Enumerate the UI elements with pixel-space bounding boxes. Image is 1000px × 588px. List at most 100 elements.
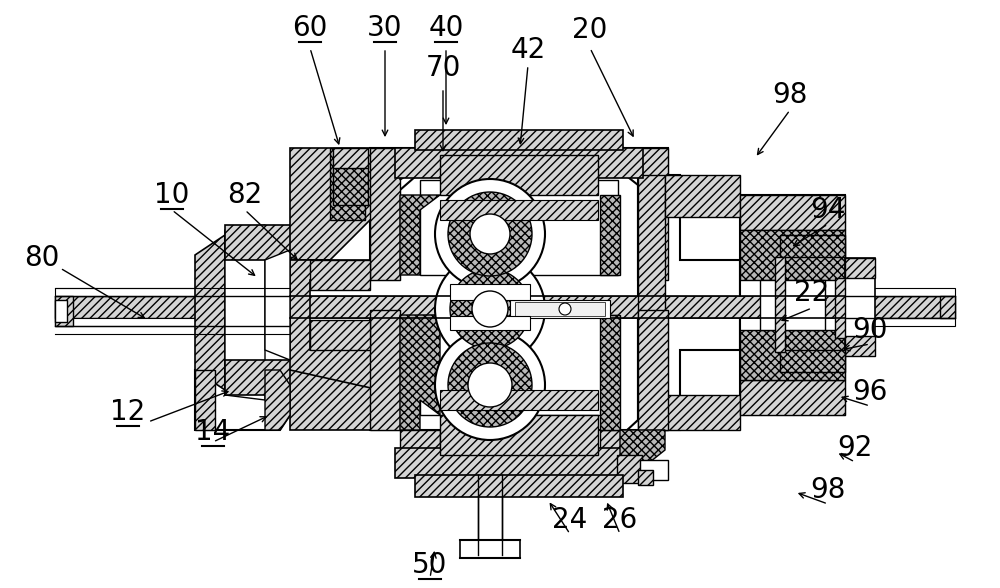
Polygon shape bbox=[370, 310, 668, 455]
Bar bbox=[465, 310, 515, 340]
Polygon shape bbox=[400, 430, 440, 455]
Circle shape bbox=[435, 254, 545, 364]
Text: 22: 22 bbox=[794, 279, 830, 307]
Bar bbox=[740, 230, 845, 280]
Polygon shape bbox=[310, 260, 370, 290]
Polygon shape bbox=[370, 148, 400, 280]
Bar bbox=[780, 235, 845, 257]
Text: 20: 20 bbox=[572, 16, 608, 44]
Bar bbox=[640, 460, 668, 480]
Bar bbox=[845, 336, 875, 356]
Text: 30: 30 bbox=[367, 14, 403, 42]
Bar bbox=[665, 175, 740, 217]
Polygon shape bbox=[195, 370, 215, 430]
Polygon shape bbox=[290, 148, 380, 260]
Text: 10: 10 bbox=[154, 181, 190, 209]
Polygon shape bbox=[265, 370, 290, 430]
Text: 50: 50 bbox=[412, 551, 448, 579]
Bar bbox=[450, 316, 530, 330]
Text: 12: 12 bbox=[110, 398, 146, 426]
Bar bbox=[515, 302, 605, 316]
Bar bbox=[475, 340, 505, 365]
Bar bbox=[55, 300, 67, 322]
Bar bbox=[55, 318, 290, 326]
Bar bbox=[465, 280, 515, 310]
Polygon shape bbox=[290, 370, 380, 430]
Polygon shape bbox=[400, 315, 440, 430]
Bar bbox=[440, 155, 598, 195]
Polygon shape bbox=[195, 235, 225, 390]
Polygon shape bbox=[638, 175, 665, 430]
Text: 24: 24 bbox=[552, 506, 588, 534]
Bar bbox=[665, 395, 740, 430]
Polygon shape bbox=[620, 430, 665, 470]
Bar bbox=[845, 318, 955, 326]
Polygon shape bbox=[638, 175, 740, 430]
Circle shape bbox=[468, 363, 512, 407]
Polygon shape bbox=[400, 148, 440, 180]
Bar bbox=[845, 288, 955, 296]
Bar bbox=[55, 296, 290, 318]
Bar bbox=[440, 390, 598, 410]
Bar bbox=[740, 195, 845, 415]
Text: 92: 92 bbox=[837, 434, 873, 462]
Polygon shape bbox=[600, 315, 620, 430]
Polygon shape bbox=[600, 430, 638, 455]
Circle shape bbox=[448, 192, 532, 276]
Text: 42: 42 bbox=[510, 36, 546, 64]
Bar bbox=[420, 315, 618, 415]
Bar bbox=[617, 455, 642, 483]
Polygon shape bbox=[370, 310, 400, 430]
Bar bbox=[290, 296, 845, 318]
Text: 60: 60 bbox=[292, 14, 328, 42]
Bar bbox=[55, 288, 290, 296]
Bar bbox=[415, 475, 623, 497]
Text: 26: 26 bbox=[602, 506, 638, 534]
Text: 98: 98 bbox=[772, 81, 808, 109]
Polygon shape bbox=[330, 148, 365, 220]
Text: 70: 70 bbox=[425, 54, 461, 82]
Text: 96: 96 bbox=[852, 378, 888, 406]
Bar bbox=[510, 300, 610, 318]
Polygon shape bbox=[310, 320, 370, 350]
Circle shape bbox=[448, 343, 532, 427]
Bar bbox=[638, 470, 653, 485]
Bar bbox=[780, 350, 845, 372]
Polygon shape bbox=[400, 195, 440, 275]
Polygon shape bbox=[225, 225, 310, 260]
Bar bbox=[475, 255, 505, 280]
Bar bbox=[333, 148, 368, 168]
Bar bbox=[478, 475, 502, 555]
Polygon shape bbox=[638, 148, 668, 280]
Bar bbox=[835, 278, 845, 338]
Polygon shape bbox=[225, 225, 265, 400]
Bar bbox=[760, 280, 825, 330]
Circle shape bbox=[435, 179, 545, 289]
Bar bbox=[740, 380, 845, 415]
Bar bbox=[845, 296, 955, 318]
Bar bbox=[55, 296, 73, 326]
Circle shape bbox=[472, 291, 508, 327]
Circle shape bbox=[559, 303, 571, 315]
Bar bbox=[845, 258, 875, 356]
Circle shape bbox=[450, 269, 530, 349]
Circle shape bbox=[470, 214, 510, 254]
Text: 94: 94 bbox=[810, 196, 846, 224]
Text: 14: 14 bbox=[195, 418, 231, 446]
Polygon shape bbox=[600, 148, 638, 178]
Bar bbox=[415, 130, 623, 150]
Polygon shape bbox=[290, 260, 380, 390]
Text: 98: 98 bbox=[810, 476, 846, 504]
Bar bbox=[333, 165, 368, 205]
Bar bbox=[420, 180, 618, 275]
Polygon shape bbox=[195, 370, 290, 430]
Bar bbox=[845, 258, 875, 278]
Circle shape bbox=[435, 330, 545, 440]
Polygon shape bbox=[600, 195, 620, 275]
Bar bbox=[440, 200, 598, 220]
Bar bbox=[740, 330, 845, 380]
Bar bbox=[440, 415, 598, 455]
Bar bbox=[395, 148, 643, 178]
Bar bbox=[740, 195, 845, 230]
Text: 90: 90 bbox=[852, 316, 888, 344]
